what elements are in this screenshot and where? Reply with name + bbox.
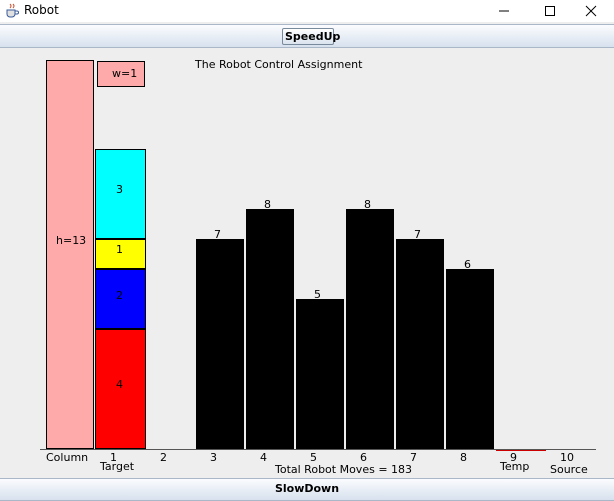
slot-label-2: 2 [160,451,167,464]
robot-canvas: The Robot Control Assignment h=13 w=1 3 … [0,48,614,478]
robot-arm-width: w=1 [97,61,145,87]
canvas-heading: The Robot Control Assignment [195,58,363,71]
source-label: Source [550,463,588,476]
bar-slot-8 [446,269,494,449]
column-height-label: h=13 [56,234,87,247]
robot-column: h=13 [46,60,94,449]
block-label: 1 [116,243,123,256]
maximize-button[interactable] [527,0,573,22]
close-button[interactable] [568,0,614,22]
speedup-button[interactable]: SpeedUp [282,28,340,45]
block-label: 4 [116,378,123,391]
target-block-4: 4 [95,329,146,449]
target-block-3: 3 [95,149,146,239]
maximize-icon [545,6,555,16]
floor-line [40,449,596,450]
close-icon [585,5,597,17]
block-label: 2 [116,289,123,302]
slowdown-button[interactable]: SlowDown [274,482,340,495]
target-block-2: 2 [95,269,146,329]
temp-label: Temp [500,460,530,473]
bar-value: 5 [314,288,321,301]
slot-label-8: 8 [460,451,467,464]
arm-width-label: w=1 [112,67,138,80]
slot-label-3: 3 [210,451,217,464]
bar-value: 7 [214,228,221,241]
java-cup-icon [6,3,19,18]
slot-label-10: 10 [560,451,574,464]
minimize-icon [499,10,509,12]
bar-slot-7 [396,239,444,449]
bar-value: 7 [414,228,421,241]
slot-label-column: Column [46,451,89,464]
slot-label-7: 7 [410,451,417,464]
target-label: Target [100,460,135,473]
bar-slot-6 [346,209,394,449]
total-moves-status: Total Robot Moves = 183 [275,463,413,476]
speedup-bar: SpeedUp [0,24,614,48]
window-title: Robot [24,3,59,17]
slot-label-9: 9 [510,451,517,464]
slot-label-1: 1 [110,451,117,464]
slot-label-5: 5 [310,451,317,464]
target-block-1: 1 [95,239,146,269]
bar-value: 8 [364,198,371,211]
bar-slot-5 [296,299,344,449]
slot-label-6: 6 [360,451,367,464]
temp-slot-marker [496,449,546,451]
bar-value: 8 [264,198,271,211]
block-label: 3 [116,183,123,196]
bar-slot-3 [196,239,244,449]
title-bar: Robot [0,0,614,22]
bar-slot-4 [246,209,294,449]
bar-value: 6 [464,258,471,271]
minimize-button[interactable] [481,0,527,22]
slot-label-4: 4 [260,451,267,464]
slowdown-bar: SlowDown [0,478,614,501]
